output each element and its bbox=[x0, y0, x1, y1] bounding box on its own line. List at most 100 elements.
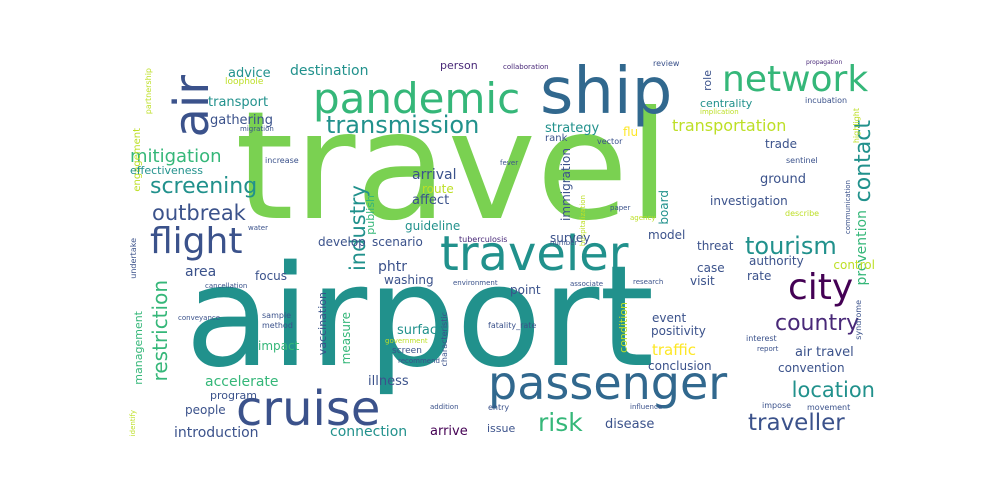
word-number: number bbox=[550, 239, 578, 247]
word-introduction: introduction bbox=[174, 425, 259, 441]
word-connection: connection bbox=[330, 424, 408, 440]
word-method: method bbox=[262, 321, 293, 330]
word-traveler: traveler bbox=[440, 226, 629, 282]
word-cloud: travel airport ship passenger pandemic travel… bbox=[125, 55, 876, 441]
word-communication: communication bbox=[844, 180, 852, 235]
word-fatality-rate: fatality_rate bbox=[488, 321, 537, 330]
word-highlight: highlight bbox=[852, 108, 861, 144]
word-paper: paper bbox=[610, 204, 631, 212]
word-vector: vector bbox=[597, 137, 623, 146]
word-visit: visit bbox=[690, 274, 715, 288]
word-convention: convention bbox=[778, 361, 845, 375]
word-accelerate: accelerate bbox=[205, 374, 279, 390]
word-associate: associate bbox=[570, 280, 604, 288]
word-migration: migration bbox=[240, 125, 274, 133]
word-rate: rate bbox=[747, 269, 772, 283]
word-strategy: strategy bbox=[545, 121, 600, 136]
word-tuberculosis: tuberculosis bbox=[459, 235, 508, 244]
word-scenario: scenario bbox=[372, 235, 423, 249]
word-ship: ship bbox=[540, 55, 673, 129]
word-traffic: traffic bbox=[652, 341, 696, 359]
word-centrality: centrality bbox=[700, 97, 753, 110]
word-authority: authority bbox=[749, 254, 804, 268]
word-arrival: arrival bbox=[412, 167, 457, 183]
word-incubation: incubation bbox=[805, 96, 848, 105]
word-arrive: arrive bbox=[430, 424, 468, 439]
word-control: control bbox=[833, 258, 875, 272]
word-report: report bbox=[757, 345, 779, 353]
word-propagation: propagation bbox=[806, 59, 843, 66]
word-air-travel: air travel bbox=[795, 345, 854, 360]
word-research: research bbox=[633, 278, 664, 286]
word-advice: advice bbox=[228, 66, 271, 81]
word-investigation: investigation bbox=[710, 194, 788, 208]
word-impose: impose bbox=[762, 401, 792, 410]
word-gathering: gathering bbox=[210, 113, 274, 128]
word-publish: publish bbox=[364, 195, 377, 235]
word-condition: condition bbox=[617, 302, 630, 353]
word-characteristic: characteristic bbox=[440, 312, 449, 367]
word-case: case bbox=[697, 261, 725, 275]
word-describe: describe bbox=[785, 209, 820, 218]
word-movement: movement bbox=[807, 403, 851, 412]
word-conveyance: conveyance bbox=[178, 314, 221, 322]
word-route: route bbox=[422, 182, 454, 196]
word-identify: identify bbox=[129, 410, 137, 437]
word-prevention: prevention bbox=[854, 210, 870, 286]
word-board: board bbox=[657, 190, 671, 225]
word-positivity: positivity bbox=[651, 324, 706, 338]
word-flu: flu bbox=[623, 125, 639, 139]
word-outbreak: outbreak bbox=[152, 201, 246, 225]
word-transportation: transportation bbox=[672, 116, 787, 135]
word-management: management bbox=[132, 311, 145, 385]
word-guideline: guideline bbox=[405, 219, 461, 233]
word-area: area bbox=[185, 264, 217, 280]
word-undertake: undertake bbox=[129, 238, 138, 279]
word-cruise: cruise bbox=[236, 381, 381, 437]
word-environment: environment bbox=[453, 279, 498, 287]
word-implication: implication bbox=[700, 108, 739, 116]
word-measure: measure bbox=[339, 312, 353, 365]
word-pandemic: pandemic bbox=[313, 74, 521, 123]
word-conclusion: conclusion bbox=[648, 359, 712, 373]
word-issue: issue bbox=[487, 422, 516, 435]
word-cancellation: cancellation bbox=[205, 282, 248, 290]
word-recommend: recommend bbox=[398, 357, 440, 365]
word-travel: travel bbox=[235, 80, 671, 254]
word-transport: transport bbox=[208, 95, 269, 110]
word-engagement: engagement bbox=[132, 128, 143, 192]
word-risk: risk bbox=[538, 408, 583, 437]
word-sample: sample bbox=[262, 311, 292, 320]
word-illness: illness bbox=[368, 374, 409, 389]
word-program: program bbox=[210, 389, 257, 402]
word-review: review bbox=[653, 59, 680, 68]
word-disease: disease bbox=[605, 417, 655, 432]
word-role: role bbox=[701, 70, 714, 91]
word-collaboration: collaboration bbox=[503, 63, 549, 71]
word-impact: impact bbox=[258, 339, 300, 353]
word-loophole: loophole bbox=[225, 77, 264, 87]
word-threat: threat bbox=[697, 239, 734, 253]
word-immigration: immigration bbox=[559, 148, 573, 221]
word-washing: washing bbox=[384, 273, 434, 287]
word-country: country bbox=[775, 311, 860, 336]
word-traveller: traveller bbox=[748, 410, 845, 436]
word-network: network bbox=[722, 59, 869, 100]
word-syndrome: syndrome bbox=[854, 300, 863, 340]
word-vaccination: vaccination bbox=[316, 292, 329, 356]
word-model: model bbox=[648, 228, 686, 242]
word-government: government bbox=[385, 337, 428, 345]
word-city: city bbox=[788, 267, 854, 308]
word-airport: airport bbox=[185, 236, 655, 399]
word-addition: addition bbox=[430, 403, 459, 411]
word-ground: ground bbox=[760, 172, 806, 187]
word-surface: surface bbox=[397, 323, 446, 338]
word-fever: fever bbox=[500, 159, 519, 167]
word-effectiveness: effectiveness bbox=[130, 164, 204, 177]
word-mitigation: mitigation bbox=[130, 146, 222, 167]
word-destination: destination bbox=[290, 63, 369, 79]
word-point: point bbox=[510, 283, 541, 297]
word-develop: develop bbox=[318, 235, 366, 249]
word-screening: screening bbox=[150, 174, 258, 199]
